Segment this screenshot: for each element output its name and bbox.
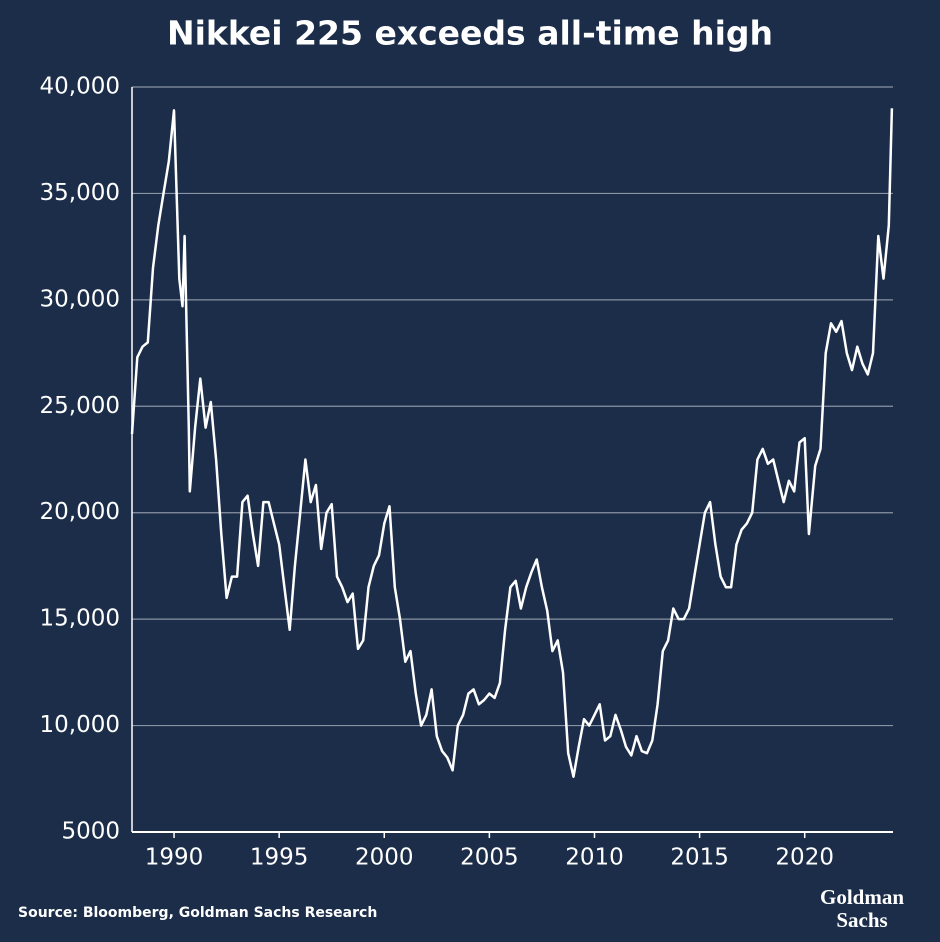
y-tick-label: 30,000	[40, 286, 120, 312]
chart-title: Nikkei 225 exceeds all-time high	[167, 14, 773, 53]
y-tick-label: 15,000	[40, 606, 120, 632]
x-tick-label: 2010	[565, 845, 624, 871]
x-tick-label: 2000	[355, 845, 414, 871]
x-tick-label: 2020	[775, 845, 834, 871]
x-tick-label: 1995	[250, 845, 309, 871]
y-tick-label: 10,000	[40, 712, 120, 738]
y-tick-label: 40,000	[40, 74, 120, 100]
index-line	[130, 108, 894, 778]
brand-logo: Goldman	[820, 885, 904, 909]
x-tick-label: 2005	[460, 845, 519, 871]
y-tick-label: 35,000	[40, 180, 120, 206]
x-tick-label: 1990	[145, 845, 204, 871]
x-tick-label: 2015	[670, 845, 729, 871]
brand-logo: Sachs	[836, 908, 887, 932]
y-tick-label: 5000	[61, 819, 120, 845]
y-tick-label: 20,000	[40, 499, 120, 525]
y-tick-label: 25,000	[40, 393, 120, 419]
source-note: Source: Bloomberg, Goldman Sachs Researc…	[18, 905, 377, 921]
